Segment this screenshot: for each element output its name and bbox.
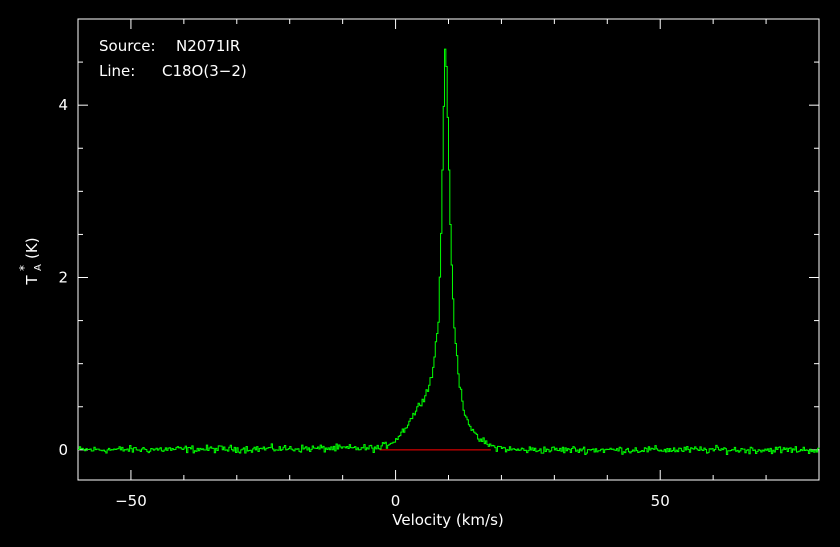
annotation-line-value: C18O(3−2) <box>162 62 247 80</box>
y-axis-label-superscript: * <box>17 265 31 271</box>
y-tick-label: 4 <box>58 96 68 114</box>
x-tick-label: 50 <box>651 492 670 510</box>
x-tick-label: 0 <box>391 492 401 510</box>
tick-labels: −50 0 50 0 2 4 <box>58 96 669 510</box>
y-tick-label: 0 <box>58 441 68 459</box>
y-axis-label-main: T <box>23 275 41 286</box>
x-tick-label: −50 <box>115 492 147 510</box>
y-axis-label-unit: (K) <box>23 237 41 259</box>
annotation-source-value: N2071IR <box>176 37 240 55</box>
y-axis-label: T A * (K) <box>17 237 44 285</box>
y-tick-label: 2 <box>58 269 68 287</box>
axis-ticks <box>77 19 820 480</box>
annotation-source-key: Source: <box>99 37 156 55</box>
spectrum-series-line <box>78 48 820 456</box>
annotation-line-key: Line: <box>99 62 135 80</box>
y-axis-label-subscript: A <box>33 264 44 271</box>
x-axis-label: Velocity (km/s) <box>392 511 503 529</box>
